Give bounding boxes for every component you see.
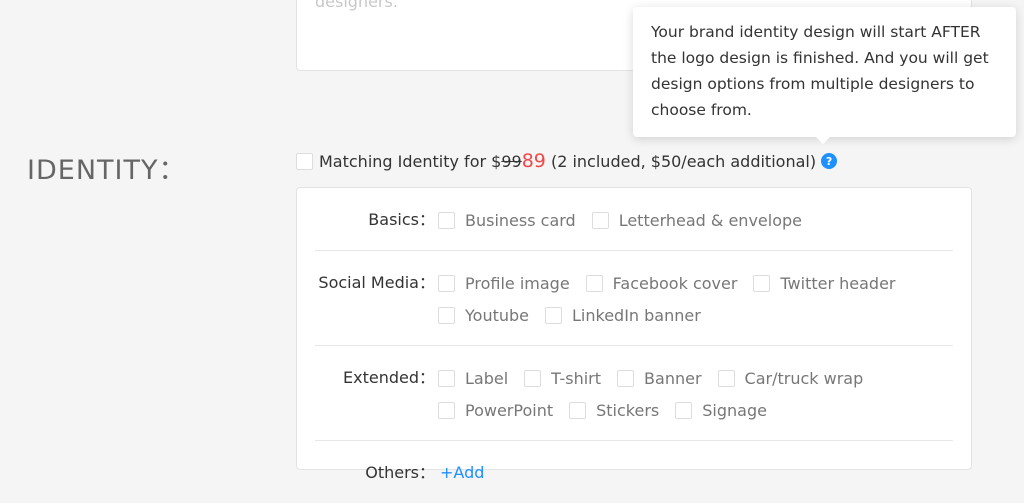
checkbox[interactable] <box>569 401 587 419</box>
checkbox[interactable] <box>438 369 455 387</box>
add-other-link[interactable]: +Add <box>440 463 485 482</box>
option-banner[interactable]: Banner <box>617 362 702 394</box>
textarea-text: designers. <box>315 0 398 11</box>
checkbox[interactable] <box>591 211 609 229</box>
row-label: Basics： <box>368 210 435 229</box>
row-extended: Extended： Label T-shirt Banner Car/truck… <box>315 346 953 441</box>
option-tshirt[interactable]: T-shirt <box>524 362 601 394</box>
row-social-media: Social Media： Profile image Facebook cov… <box>315 251 953 346</box>
option-facebook-cover[interactable]: Facebook cover <box>585 267 738 299</box>
option-stickers[interactable]: Stickers <box>569 394 659 426</box>
matching-identity-checkbox[interactable] <box>296 152 313 170</box>
identity-options-panel: Basics： Business card Letterhead & envel… <box>296 187 972 482</box>
row-label: Others： <box>365 463 435 482</box>
matching-identity-option[interactable]: Matching Identity for $99 89 (2 included,… <box>296 150 838 172</box>
option-label: Stickers <box>596 400 660 420</box>
option-business-card[interactable]: Business card <box>438 204 576 236</box>
option-letterhead[interactable]: Letterhead & envelope <box>591 204 802 236</box>
option-label: Car/truck wrap <box>744 368 864 388</box>
option-label: Label <box>465 368 509 388</box>
option-label: T-shirt <box>551 368 602 388</box>
option-label: Youtube <box>465 305 529 325</box>
section-label: IDENTITY： <box>27 155 187 186</box>
option-label-design[interactable]: Label <box>438 362 508 394</box>
checkbox[interactable] <box>438 274 455 292</box>
row-label: Extended： <box>343 368 435 387</box>
row-others: Others： +Add <box>315 441 953 503</box>
help-tooltip: Your brand identity design will start AF… <box>633 7 1016 144</box>
checkbox[interactable] <box>438 401 455 419</box>
row-basics: Basics： Business card Letterhead & envel… <box>315 188 953 251</box>
option-label: Profile image <box>465 273 570 293</box>
tooltip-text: Your brand identity design will start AF… <box>651 23 989 119</box>
option-twitter-header[interactable]: Twitter header <box>753 267 896 299</box>
checkbox[interactable] <box>617 369 635 387</box>
option-youtube[interactable]: Youtube <box>438 299 529 331</box>
option-profile-image[interactable]: Profile image <box>438 267 570 299</box>
option-powerpoint[interactable]: PowerPoint <box>438 394 553 426</box>
option-linkedin-banner[interactable]: LinkedIn banner <box>545 299 701 331</box>
option-label: Business card <box>465 210 576 230</box>
option-label: Banner <box>644 368 702 388</box>
checkbox[interactable] <box>438 306 455 324</box>
option-label: Facebook cover <box>612 273 738 293</box>
checkbox[interactable] <box>585 274 603 292</box>
help-icon[interactable]: ? <box>821 153 838 169</box>
option-car-wrap[interactable]: Car/truck wrap <box>717 362 864 394</box>
checkbox[interactable] <box>438 211 455 229</box>
checkbox[interactable] <box>753 274 771 292</box>
matching-suffix: (2 included, $50/each additional) <box>545 151 817 171</box>
option-label: Letterhead & envelope <box>618 210 802 230</box>
checkbox[interactable] <box>524 369 542 387</box>
option-label: Signage <box>702 400 767 420</box>
checkbox[interactable] <box>675 401 693 419</box>
checkbox[interactable] <box>717 369 735 387</box>
option-label: PowerPoint <box>465 400 554 420</box>
new-price: 89 <box>521 150 546 172</box>
matching-prefix: Matching Identity for $ <box>319 151 502 171</box>
old-price: 99 <box>501 151 522 171</box>
checkbox[interactable] <box>545 306 562 324</box>
option-signage[interactable]: Signage <box>675 394 767 426</box>
option-label: Twitter header <box>780 273 896 293</box>
row-label: Social Media： <box>318 273 435 292</box>
option-label: LinkedIn banner <box>572 305 701 325</box>
